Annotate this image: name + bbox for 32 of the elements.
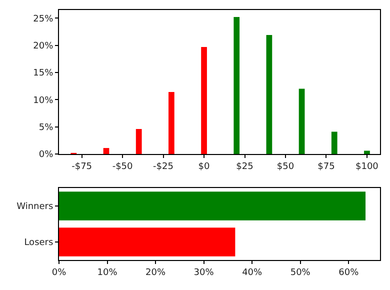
x-tick-label: 40%: [242, 268, 263, 278]
y-tick-label: 10%: [33, 96, 54, 106]
x-tick-label: $75: [318, 162, 335, 172]
bar: [103, 148, 110, 154]
y-tick-label: 0%: [38, 150, 54, 160]
x-tick-label: -$75: [72, 162, 92, 172]
bar: [136, 129, 142, 154]
x-tick-label: $0: [198, 162, 210, 172]
x-tick-label: 10%: [97, 268, 118, 278]
y-tick-label: Winners: [16, 202, 54, 212]
y-tick-label: 15%: [33, 68, 54, 79]
x-tick-label: 60%: [338, 268, 360, 278]
y-tick-label: 5%: [38, 122, 54, 133]
y-tick-label: 25%: [33, 14, 54, 24]
x-tick-label: $25: [236, 162, 254, 172]
bar: [364, 150, 370, 154]
x-tick-label: $100: [356, 162, 379, 172]
y-tick-label: Losers: [24, 238, 54, 248]
x-tick-label: 0%: [52, 268, 67, 278]
y-tick-label: 20%: [33, 41, 54, 52]
x-tick-label: -$25: [153, 162, 174, 172]
bar: [201, 46, 207, 154]
bar: [168, 92, 174, 154]
x-tick-label: 50%: [290, 268, 311, 278]
x-tick-label: $50: [276, 162, 294, 172]
x-tick-label: -$50: [112, 162, 134, 172]
bar: [331, 132, 338, 154]
bar: [266, 35, 272, 154]
x-tick-label: 20%: [146, 268, 166, 278]
x-tick-label: 30%: [194, 268, 214, 278]
bar: [298, 88, 305, 154]
bar: [234, 17, 240, 154]
